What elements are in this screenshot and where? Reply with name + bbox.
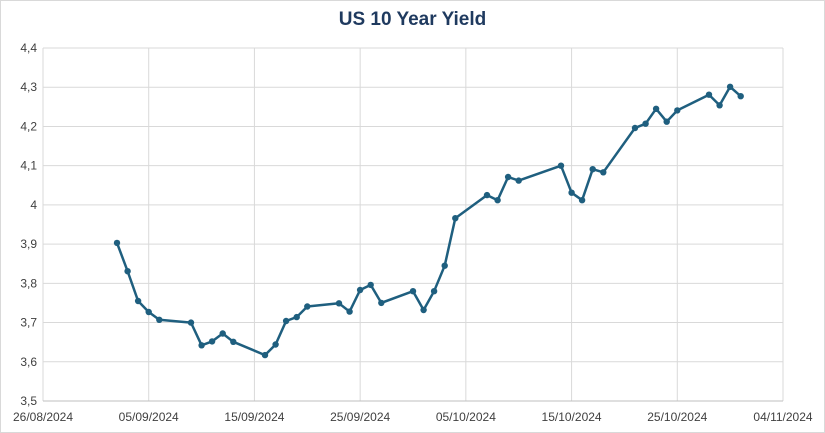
data-point: [726, 83, 734, 91]
x-tick-label: 15/10/2024: [542, 410, 602, 424]
data-point: [272, 341, 279, 348]
series-line: [115, 85, 742, 357]
y-tick-label: 3,7: [20, 316, 37, 330]
data-point: [600, 169, 607, 176]
data-point: [367, 281, 374, 289]
x-tick-label: 26/08/2024: [13, 410, 73, 424]
y-tick-label: 3,9: [20, 237, 37, 251]
data-point: [631, 124, 639, 132]
data-point: [409, 288, 417, 295]
data-point: [134, 297, 142, 305]
chart-title: US 10 Year Yield: [338, 9, 487, 30]
data-point: [452, 215, 459, 222]
x-tick-label: 25/10/2024: [647, 410, 707, 424]
data-point: [589, 166, 596, 173]
data-point: [145, 308, 152, 316]
y-tick-label: 4,1: [20, 159, 37, 173]
x-tick-label: 15/09/2024: [224, 410, 284, 424]
data-point: [652, 105, 660, 113]
data-point: [187, 319, 195, 326]
data-point: [335, 300, 343, 307]
data-point: [208, 338, 216, 345]
data-point: [504, 173, 512, 181]
data-point: [705, 91, 713, 98]
data-point: [219, 330, 226, 337]
data-point: [716, 102, 723, 109]
x-tick-label: 25/09/2024: [330, 410, 390, 424]
data-point: [441, 262, 448, 269]
data-point: [198, 342, 205, 349]
y-tick-label: 3,6: [20, 355, 37, 369]
data-point: [483, 191, 491, 199]
data-point: [113, 239, 121, 247]
data-point: [124, 268, 131, 275]
data-point: [578, 197, 586, 204]
data-point: [282, 317, 290, 325]
y-tick-label: 4,4: [20, 41, 37, 55]
data-point: [356, 286, 364, 294]
data-point: [304, 303, 311, 310]
y-tick-label: 4,2: [20, 119, 37, 133]
data-point: [230, 338, 237, 345]
y-tick-label: 3,8: [20, 276, 37, 290]
data-point: [261, 351, 269, 359]
y-tick-label: 4,3: [20, 80, 37, 94]
data-point: [663, 118, 670, 125]
x-tick-label: 05/10/2024: [436, 410, 496, 424]
data-point: [420, 306, 427, 314]
data-point: [568, 189, 575, 196]
x-tick-label: 04/11/2024: [753, 410, 812, 424]
data-point: [737, 93, 744, 100]
y-tick-label: 3,5: [20, 394, 37, 408]
data-point: [494, 197, 501, 204]
data-point: [674, 107, 681, 114]
data-point: [430, 288, 438, 295]
data-point: [378, 299, 385, 307]
y-tick-label: 4: [30, 198, 37, 212]
data-point: [557, 162, 565, 169]
data-point: [156, 316, 163, 323]
data-point: [293, 313, 300, 321]
data-point: [515, 177, 522, 184]
data-point: [346, 308, 353, 315]
data-point: [642, 120, 649, 127]
x-tick-label: 05/09/2024: [119, 410, 179, 424]
